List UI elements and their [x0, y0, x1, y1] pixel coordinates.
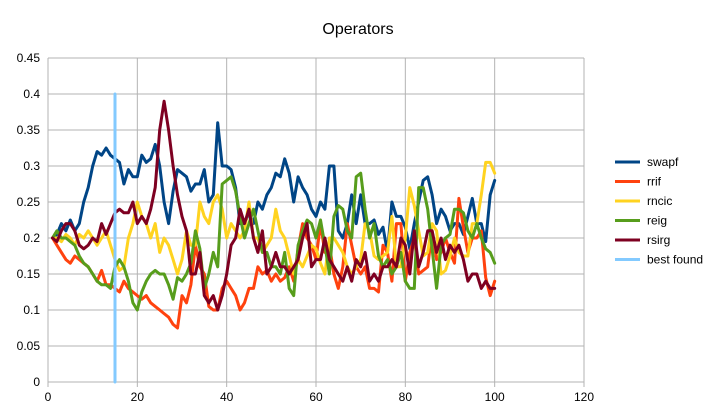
legend-label-best-found: best found: [647, 253, 703, 267]
y-axis-ticks: 0 0.05 0.1 0.15 0.2 0.25 0.3 0.35 0.4 0.45: [17, 51, 41, 389]
legend-label-reig: reig: [647, 214, 667, 228]
y-tick-label: 0.1: [23, 303, 40, 317]
chart-title: Operators: [322, 21, 393, 38]
legend-label-rrif: rrif: [647, 175, 662, 189]
x-tick-label: 20: [131, 390, 145, 404]
x-tick-label: 40: [220, 390, 234, 404]
legend-label-rncic: rncic: [647, 194, 672, 208]
y-tick-label: 0: [33, 375, 40, 389]
y-tick-label: 0.3: [23, 159, 40, 173]
plot-series: [51, 92, 497, 384]
x-tick-label: 0: [45, 390, 52, 404]
y-tick-label: 0.45: [17, 51, 41, 65]
series-line-reig: [51, 171, 497, 312]
grid-lines: [47, 57, 585, 387]
series-line-rsirg: [51, 99, 497, 312]
y-tick-label: 0.15: [17, 267, 41, 281]
y-tick-label: 0.2: [23, 231, 40, 245]
x-tick-label: 120: [574, 390, 594, 404]
x-tick-label: 100: [485, 390, 505, 404]
y-tick-label: 0.35: [17, 123, 41, 137]
legend: swapf rrif rncic reig rsirg best found: [615, 155, 703, 267]
legend-label-swapf: swapf: [647, 155, 679, 169]
x-axis-ticks: 0 20 40 60 80 100 120: [45, 390, 595, 404]
x-tick-label: 60: [309, 390, 323, 404]
y-tick-label: 0.4: [23, 87, 40, 101]
series-line-rncic: [51, 160, 497, 276]
legend-label-rsirg: rsirg: [647, 233, 670, 247]
series-line-rrif: [51, 196, 497, 330]
y-tick-label: 0.05: [17, 339, 41, 353]
x-tick-label: 80: [399, 390, 413, 404]
series-line-swapf: [51, 121, 497, 254]
y-tick-label: 0.25: [17, 195, 41, 209]
